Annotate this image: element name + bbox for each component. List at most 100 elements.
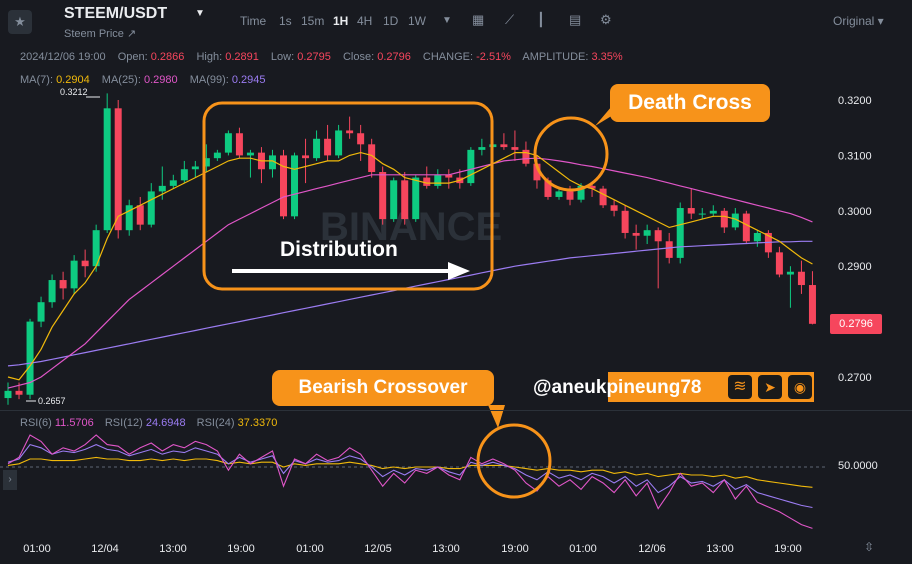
candle-body: [302, 155, 310, 159]
candle-body: [136, 205, 144, 225]
chart-icon[interactable]: ⟋: [505, 12, 515, 27]
layout-icon[interactable]: ▤: [569, 12, 582, 27]
distribution-box: [202, 101, 494, 291]
calendar-icon[interactable]: ▦: [472, 12, 485, 27]
pair-subtitle-link[interactable]: Steem Price ↗: [64, 28, 137, 40]
discord-icon: ◉: [788, 375, 812, 399]
candle-body: [577, 185, 585, 200]
candle-body: [224, 133, 232, 153]
star-icon[interactable]: ★: [8, 10, 32, 34]
candle-body: [786, 271, 794, 275]
rsi12-line: [7, 443, 813, 509]
tab-4h[interactable]: 4H: [357, 14, 373, 28]
tab-1h[interactable]: 1H: [333, 14, 349, 28]
ma7-line: [7, 151, 813, 381]
candle-body: [202, 158, 210, 167]
bearish-crossover-circle: [476, 423, 552, 499]
rsi24-label: RSI(24): [196, 417, 235, 429]
candle-body: [445, 174, 453, 178]
x-tick-label: 13:00: [159, 543, 187, 555]
close-label: Close:: [342, 51, 375, 63]
candle-body: [368, 144, 376, 173]
author-handle: @aneukpineung78: [533, 377, 702, 398]
rsi24-line: [7, 456, 813, 488]
y-tick-label: 0.3000: [838, 206, 872, 218]
open-value: 0.2866: [150, 51, 185, 63]
candle-body: [643, 230, 651, 236]
bearish-crossover-callout: Bearish Crossover: [272, 370, 494, 406]
candle-body: [291, 155, 299, 217]
candle-body: [434, 174, 442, 186]
candle-body: [742, 213, 750, 242]
min-price-label: 0.2657: [38, 396, 66, 406]
change-value: -2.51%: [476, 51, 511, 63]
pair-title[interactable]: STEEM/USDT: [64, 5, 168, 22]
price-type-select[interactable]: Original ▾: [833, 14, 884, 28]
candle-body: [125, 205, 133, 231]
tab-1w[interactable]: 1W: [408, 14, 426, 28]
ohlc-info: 2024/12/06 19:00 Open: 0.2866 High: 0.28…: [20, 51, 632, 63]
close-value: 0.2796: [377, 51, 411, 63]
x-tick-label: 13:00: [432, 543, 460, 555]
low-label: Low:: [270, 51, 295, 63]
rsi24-value: 37.3370: [237, 417, 278, 429]
candle-body: [280, 155, 287, 217]
candle-body: [775, 252, 783, 275]
y-tick-label: 0.3200: [838, 95, 872, 107]
candle-body: [698, 213, 706, 215]
tab-time[interactable]: Time: [240, 14, 267, 28]
candle-body: [335, 130, 343, 156]
low-value: 0.2795: [297, 51, 331, 63]
ma99-label: MA(99):: [189, 74, 229, 86]
candle-body: [676, 208, 684, 258]
arrow-head-icon: [448, 262, 470, 280]
tab-1d[interactable]: 1D: [383, 14, 399, 28]
caret-down-icon[interactable]: ▼: [195, 8, 205, 19]
ma7-value: 0.2904: [56, 74, 90, 86]
candle-body: [103, 108, 111, 231]
gear-icon[interactable]: ⚙: [600, 12, 612, 27]
rsi-divider[interactable]: [0, 410, 912, 411]
y-tick-label: 0.2900: [838, 261, 872, 273]
x-tick-label: 01:00: [23, 543, 51, 555]
telegram-icon: ➤: [758, 375, 782, 399]
amplitude-value: 3.35%: [591, 51, 623, 63]
candle-body: [26, 321, 34, 395]
candle-body: [158, 185, 166, 192]
candle-body: [522, 149, 530, 164]
candle-body: [4, 390, 12, 399]
x-tick-label: 12/04: [91, 543, 119, 555]
candle-body: [246, 152, 254, 156]
ma99-line: [7, 240, 813, 367]
candle-body: [313, 138, 321, 159]
candle-body: [621, 210, 629, 233]
chevron-right-icon[interactable]: ›: [3, 470, 17, 490]
candle-body: [555, 191, 563, 197]
candle-body: [37, 302, 45, 322]
x-tick-label: 12/06: [638, 543, 666, 555]
candle-body: [390, 180, 398, 220]
candle-body: [180, 169, 188, 181]
death-cross-circle: [533, 116, 609, 192]
candle-body: [687, 208, 695, 214]
candle-body: [797, 271, 805, 286]
candle-body: [147, 191, 155, 225]
rsi-50-label: 50.0000: [838, 460, 878, 472]
ma25-label: MA(25):: [101, 74, 141, 86]
y-tick-label: 0.2700: [838, 372, 872, 384]
fit-scale-icon[interactable]: ⇳: [864, 540, 875, 554]
candles-icon[interactable]: ┃: [537, 12, 545, 27]
distribution-label: Distribution: [280, 238, 398, 261]
tab-15m[interactable]: 15m: [301, 14, 325, 28]
y-tick-label: 0.3100: [838, 150, 872, 162]
x-tick-label: 19:00: [227, 543, 255, 555]
death-cross-callout: Death Cross: [610, 84, 770, 122]
x-tick-label: 12/05: [364, 543, 392, 555]
tab-1s[interactable]: 1s: [279, 14, 292, 28]
candle-body: [566, 191, 574, 200]
candle-body: [357, 133, 365, 145]
chevron-down-icon[interactable]: ▼: [442, 15, 452, 26]
high-label: High:: [196, 51, 223, 63]
current-price-tag: 0.2796: [830, 314, 882, 334]
